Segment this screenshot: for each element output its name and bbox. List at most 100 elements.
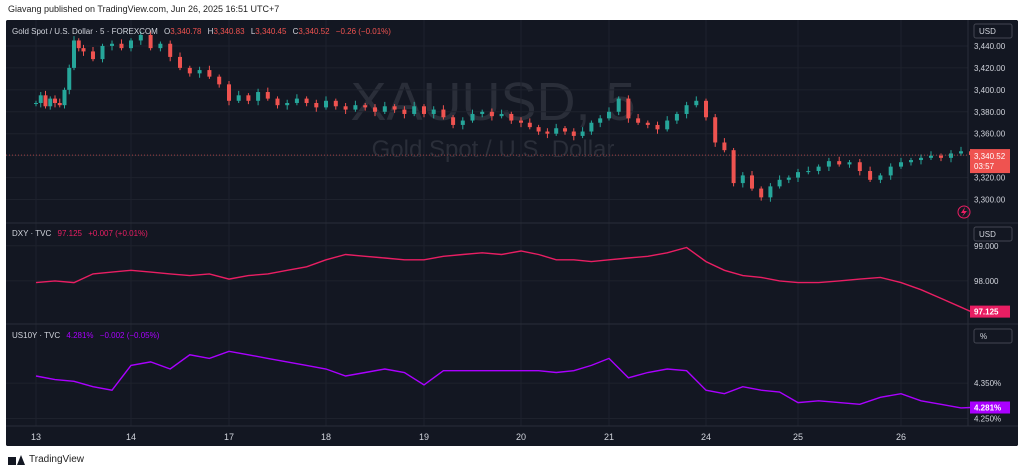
gold-candle bbox=[217, 74, 222, 88]
time-scale-ticks: 13 14 17 18 19 20 21 24 25 26 bbox=[31, 432, 906, 442]
gold-candle bbox=[81, 44, 86, 56]
gold-candle bbox=[441, 105, 446, 120]
gold-candle bbox=[806, 166, 811, 175]
dxy-legend[interactable]: DXY · TVC 97.125 +0.007 (+0.01%) bbox=[12, 229, 148, 238]
dxy-scale-button[interactable]: USD bbox=[973, 226, 1013, 242]
gold-candle bbox=[536, 124, 541, 135]
gold-candle bbox=[750, 171, 754, 191]
gold-candle bbox=[489, 108, 494, 121]
gold-candle bbox=[674, 111, 679, 124]
gold-candle bbox=[168, 40, 173, 62]
gold-candle bbox=[777, 175, 782, 189]
gold-candle bbox=[740, 172, 745, 188]
gold-candle bbox=[91, 47, 95, 62]
gold-candle bbox=[868, 166, 873, 182]
gold-candle bbox=[899, 157, 903, 169]
gold-candle bbox=[480, 109, 485, 118]
svg-text:3,340.52: 3,340.52 bbox=[974, 152, 1006, 161]
gold-candle bbox=[48, 96, 53, 110]
gold-candle bbox=[598, 115, 603, 128]
gold-candle bbox=[43, 90, 48, 109]
gold-candle bbox=[72, 36, 76, 71]
gold-candle bbox=[314, 99, 319, 112]
gold-candle bbox=[919, 154, 923, 165]
us10y-price-badge: 4.281% bbox=[970, 401, 1010, 414]
x-tick-label: 26 bbox=[896, 432, 906, 442]
gold-candle bbox=[53, 95, 57, 108]
gold-open: 3,340.78 bbox=[170, 27, 202, 36]
gold-candle bbox=[470, 109, 475, 123]
gold-scale-button[interactable]: USD bbox=[973, 23, 1013, 39]
us10y-scale-button[interactable]: % bbox=[973, 328, 1013, 344]
gold-candle bbox=[265, 87, 270, 101]
x-tick-label: 20 bbox=[516, 432, 526, 442]
svg-text:USD: USD bbox=[979, 230, 996, 239]
dxy-legend-title: DXY · TVC bbox=[12, 229, 51, 238]
gold-price-badge: 3,340.52 03:57 bbox=[970, 149, 1010, 174]
tradingview-footer[interactable]: TradingView bbox=[8, 454, 84, 465]
gold-candle bbox=[158, 41, 163, 52]
gold-change: −0.26 (−0.01%) bbox=[336, 27, 391, 36]
gold-candle bbox=[422, 104, 426, 118]
y-tick-label: 99.000 bbox=[974, 242, 999, 251]
chart-canvas[interactable]: XAUUSD, 5 Gold Spot / U.S. Dollar 3,300.… bbox=[6, 20, 1018, 446]
y-tick-label: 4.350% bbox=[974, 379, 1001, 388]
gold-candle bbox=[227, 81, 231, 106]
chart-frame[interactable]: XAUUSD, 5 Gold Spot / U.S. Dollar 3,300.… bbox=[6, 20, 1018, 446]
gold-candle bbox=[580, 127, 585, 139]
gold-candles bbox=[34, 30, 973, 202]
gold-candle bbox=[636, 113, 641, 125]
gold-candle bbox=[768, 183, 773, 202]
svg-text:03:57: 03:57 bbox=[974, 162, 995, 171]
gold-candle bbox=[589, 120, 594, 135]
gold-candle bbox=[888, 163, 893, 180]
gold-close: 3,340.52 bbox=[298, 27, 330, 36]
gold-candle bbox=[847, 160, 852, 168]
gold-candle bbox=[949, 150, 953, 163]
gold-candle bbox=[563, 126, 567, 135]
lightning-icon[interactable] bbox=[957, 205, 971, 219]
gold-candle bbox=[197, 66, 202, 78]
gold-candle bbox=[382, 101, 387, 114]
gold-candle bbox=[626, 95, 631, 123]
dxy-price-badge: 97.125 bbox=[970, 305, 1010, 318]
svg-text:97.125: 97.125 bbox=[974, 308, 999, 317]
us10y-legend[interactable]: US10Y · TVC 4.281% −0.002 (−0.05%) bbox=[12, 331, 160, 340]
gold-high: 3,340.83 bbox=[213, 27, 245, 36]
tradingview-logo-icon bbox=[8, 454, 25, 465]
x-tick-label: 25 bbox=[793, 432, 803, 442]
svg-text:%: % bbox=[980, 332, 987, 341]
gold-candle bbox=[959, 146, 963, 156]
gold-candle bbox=[392, 104, 397, 113]
gold-candle bbox=[294, 94, 299, 106]
us10y-change: −0.002 (−0.05%) bbox=[100, 331, 160, 340]
gold-candle bbox=[694, 96, 699, 108]
x-tick-label: 14 bbox=[126, 432, 136, 442]
gold-candle bbox=[67, 64, 72, 95]
gold-legend-title: Gold Spot / U.S. Dollar · 5 · FOREXCOM bbox=[12, 27, 158, 36]
gold-candle bbox=[545, 128, 550, 139]
gold-candle bbox=[285, 99, 290, 110]
gold-candle bbox=[129, 38, 133, 52]
y-tick-label: 4.250% bbox=[974, 414, 1001, 423]
x-tick-label: 13 bbox=[31, 432, 41, 442]
gold-candle bbox=[713, 113, 718, 147]
gold-candle bbox=[816, 164, 821, 175]
x-tick-label: 18 bbox=[321, 432, 331, 442]
gold-candle bbox=[62, 87, 67, 109]
gold-candle bbox=[826, 157, 831, 172]
gold-candle bbox=[929, 151, 933, 161]
gold-candle bbox=[100, 43, 105, 63]
gold-candle bbox=[451, 115, 456, 129]
y-tick-label: 3,400.00 bbox=[974, 86, 1006, 95]
dxy-change: +0.007 (+0.01%) bbox=[88, 229, 148, 238]
gold-legend[interactable]: Gold Spot / U.S. Dollar · 5 · FOREXCOM O… bbox=[12, 27, 391, 36]
gold-candle bbox=[645, 120, 650, 129]
y-tick-label: 3,300.00 bbox=[974, 196, 1006, 205]
gold-candle bbox=[138, 31, 143, 45]
gold-candle bbox=[353, 100, 358, 112]
gold-candle bbox=[57, 98, 62, 108]
gold-candle bbox=[402, 106, 407, 119]
gold-candle bbox=[759, 186, 764, 201]
gold-candle bbox=[34, 100, 38, 107]
